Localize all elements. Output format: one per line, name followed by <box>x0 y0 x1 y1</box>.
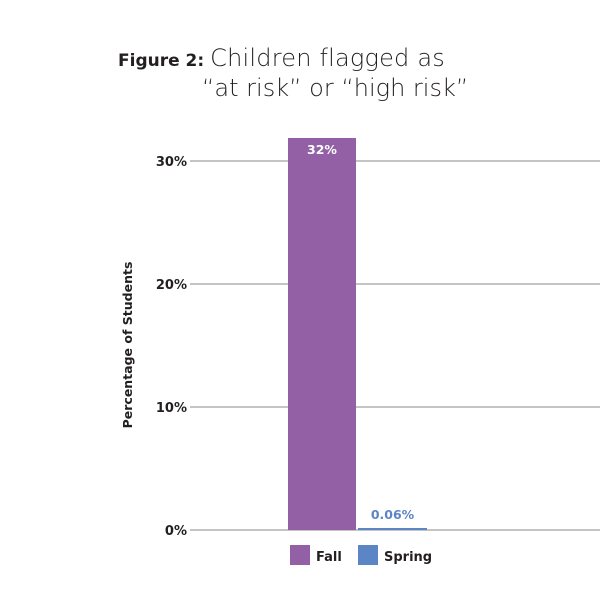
data-label-fall: 32% <box>307 142 337 157</box>
y-tick-label: 10% <box>156 401 187 416</box>
bar-fall <box>288 138 356 530</box>
legend-label-spring: Spring <box>384 550 432 565</box>
legend-swatch-fall <box>290 545 310 565</box>
figure-label: Figure 2: <box>118 51 205 71</box>
chart-title: Figure 2: Children flagged as “at risk” … <box>118 44 468 102</box>
y-tick-label: 30% <box>156 155 187 170</box>
title-line-2: “at risk” or “high risk” <box>202 74 469 102</box>
bar-spring <box>358 528 427 530</box>
title-line-1: Children flagged as <box>210 44 445 72</box>
legend-swatch-spring <box>358 545 378 565</box>
data-label-spring: 0.06% <box>371 507 415 522</box>
y-tick-label: 20% <box>156 278 187 293</box>
y-tick-label: 0% <box>165 524 187 539</box>
legend-label-fall: Fall <box>316 550 342 565</box>
y-axis-label: Percentage of Students <box>120 262 135 429</box>
